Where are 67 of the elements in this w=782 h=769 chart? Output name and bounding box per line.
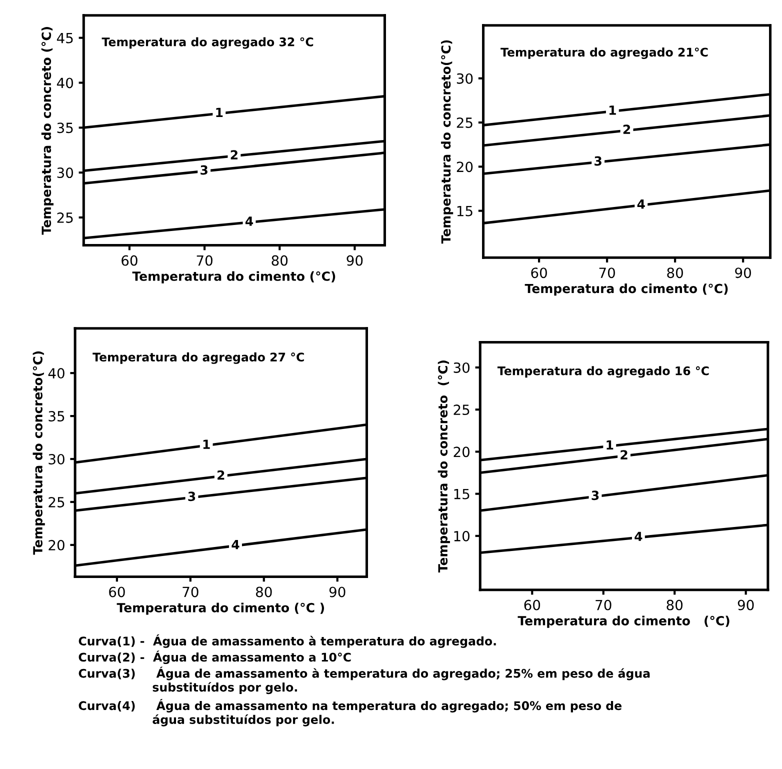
y-axis-title: Temperatura do concreto(°C) <box>441 40 454 244</box>
y-tick-label: 40 <box>48 368 64 379</box>
series-label: 3 <box>188 492 196 502</box>
y-tick-label: 35 <box>48 411 64 422</box>
x-tick-label: 60 <box>122 255 138 266</box>
y-tick-label: 20 <box>454 446 470 458</box>
x-tick-label: 90 <box>346 255 363 266</box>
y-tick-label: 25 <box>456 117 472 128</box>
y-tick-label: 40 <box>56 78 74 88</box>
x-axis-title: Temperatura do cimento (°C ) <box>116 602 324 615</box>
y-tick-label: 20 <box>48 540 64 550</box>
series-label: 2 <box>218 470 224 480</box>
text: Curva(4) Água de amassamento na temperatura do agregado; 50% em peso de água substituídos por gelo. <box>78 699 622 726</box>
series-label: 3 <box>594 156 602 166</box>
y-axis-title: Temperatura do concreto(°C) <box>32 351 45 555</box>
y-axis-title: Temperatura do concreto (°C) <box>41 27 54 235</box>
text: Temperatura do agregado 16 °C <box>497 366 709 378</box>
y-tick-label: 15 <box>454 488 470 500</box>
x-axis-title: Temperatura do cimento (°C) <box>132 271 336 284</box>
series-label: 3 <box>200 165 208 175</box>
x-tick-label: 80 <box>272 255 288 266</box>
x-tick-label: 80 <box>256 586 272 598</box>
x-tick-label: 80 <box>666 600 683 610</box>
x-axis-title: Temperatura do cimento (°C) <box>518 616 730 628</box>
y-tick-label: 30 <box>456 73 473 84</box>
y-tick-label: 10 <box>454 530 470 542</box>
series-label: 1 <box>609 106 616 115</box>
series-label: 2 <box>623 124 630 134</box>
y-tick-label: 25 <box>57 212 73 223</box>
text: Curva(1) - Água de amassamento à temperatura do agregado. <box>78 634 496 648</box>
text: Temperatura do agregado 27 °C <box>92 352 304 364</box>
x-tick-label: 60 <box>531 268 547 278</box>
series-label: 4 <box>232 540 240 550</box>
x-tick-label: 70 <box>599 268 615 278</box>
text: Curva(2) - Água de amassamento a 10°C <box>78 650 351 664</box>
x-tick-label: 60 <box>524 600 540 610</box>
series-label: 4 <box>245 216 254 226</box>
x-tick-label: 90 <box>738 600 754 610</box>
y-tick-label: 20 <box>456 162 473 172</box>
x-tick-label: 60 <box>109 586 125 598</box>
series-label: 1 <box>216 108 223 117</box>
series-label: 2 <box>620 450 628 460</box>
y-tick-label: 30 <box>454 362 470 373</box>
text: Curva(3) Água de amassamento à temperatura do agregado; 25% em peso de água substituídos por gelo. <box>78 666 650 694</box>
x-tick-label: 90 <box>735 268 751 278</box>
y-axis-title: Temperatura do concreto (°C) <box>438 360 450 573</box>
y-tick-label: 30 <box>48 454 64 464</box>
x-tick-label: 90 <box>329 586 346 598</box>
series-label: 4 <box>634 532 642 541</box>
y-tick-label: 25 <box>48 496 64 508</box>
x-tick-label: 70 <box>182 586 198 598</box>
x-axis-title: Temperatura do cimento (°C) <box>524 284 728 296</box>
x-tick-label: 70 <box>596 600 612 610</box>
text: Temperatura do agregado 32 °C <box>102 37 314 49</box>
series-label: 1 <box>203 440 210 449</box>
y-tick-label: 15 <box>457 206 472 216</box>
y-tick-label: 30 <box>57 168 74 178</box>
x-tick-label: 70 <box>196 255 212 266</box>
series-label: 3 <box>592 490 599 500</box>
text: Temperatura do agregado 21°C <box>500 47 708 60</box>
y-tick-label: 45 <box>56 32 73 44</box>
y-tick-label: 35 <box>57 122 73 134</box>
x-tick-label: 80 <box>667 268 683 278</box>
series-label: 4 <box>637 200 645 209</box>
series-label: 1 <box>606 440 614 450</box>
series-label: 2 <box>230 150 238 160</box>
y-tick-label: 25 <box>454 404 470 416</box>
